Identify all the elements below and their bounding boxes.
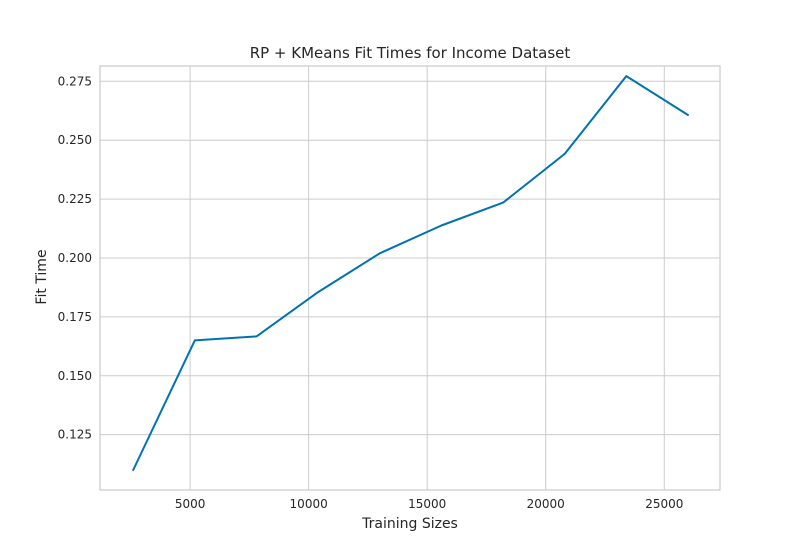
y-tick-label: 0.225 [58, 192, 92, 206]
grid [100, 66, 720, 490]
chart-title: RP + KMeans Fit Times for Income Dataset [250, 44, 571, 62]
x-tick-label: 25000 [645, 497, 683, 511]
plot-frame [99, 65, 721, 491]
y-tick-label: 0.150 [58, 369, 92, 383]
y-tick-label: 0.125 [58, 428, 92, 442]
y-tick-label: 0.200 [58, 251, 92, 265]
series-line [132, 75, 689, 471]
x-tick-label: 10000 [290, 497, 328, 511]
y-axis-label: Fit Time [34, 249, 50, 304]
y-tick-label: 0.250 [58, 133, 92, 147]
tick-labels: 5000 10000 15000 20000 25000 0.125 0.150 0.175 0… [58, 74, 684, 511]
series-layer [132, 75, 689, 471]
y-tick-label: 0.175 [58, 310, 92, 324]
x-tick-label: 5000 [175, 497, 206, 511]
y-tick-label: 0.275 [58, 74, 92, 88]
x-tick-label: 20000 [527, 497, 565, 511]
x-tick-label: 15000 [408, 497, 446, 511]
x-axis-label: Training Sizes [361, 516, 458, 532]
